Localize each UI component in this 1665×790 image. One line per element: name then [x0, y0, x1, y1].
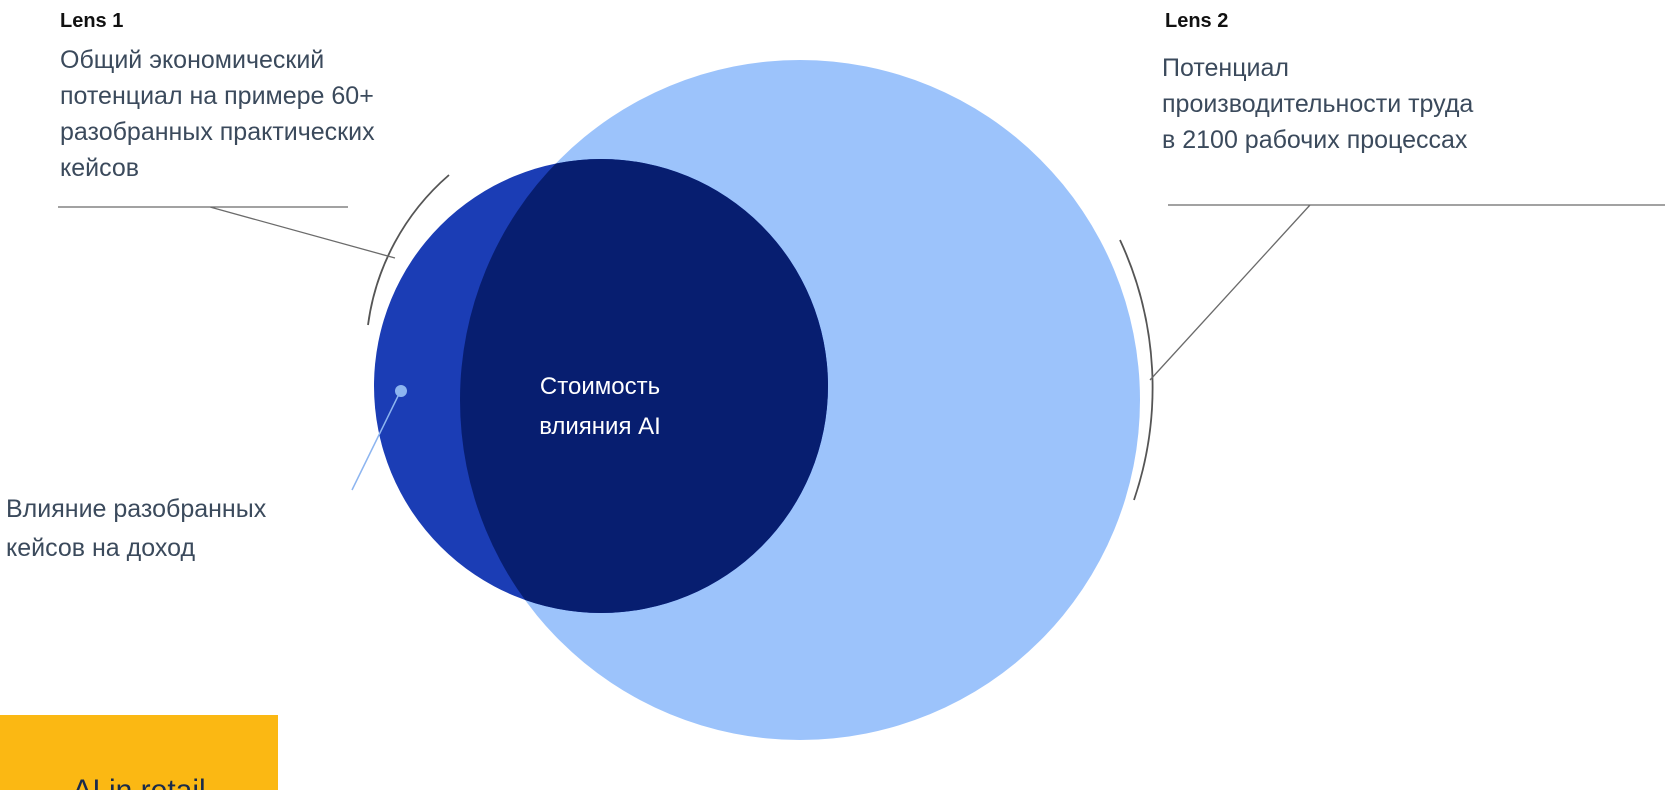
text-line: кейсов — [60, 154, 139, 182]
text-line: потенциал на примере 60+ — [60, 82, 374, 110]
text-line: Стоимость — [540, 373, 660, 400]
overlap — [460, 159, 828, 613]
text-line: в 2100 рабочих процессах — [1162, 126, 1468, 154]
badge-label: AI in retail — [72, 774, 205, 790]
text-line: влияния AI — [539, 413, 661, 440]
text-line: кейсов на доход — [6, 534, 195, 562]
lens2-title: Lens 2 — [1165, 10, 1228, 32]
center-text: Стоимость влияния AI — [539, 373, 661, 440]
lens1-title: Lens 1 — [60, 10, 123, 32]
annotation-text: Влияние разобранных кейсов на доход — [6, 495, 267, 562]
lens2-leader — [1149, 204, 1665, 381]
text-line: разобранных практических — [60, 118, 375, 146]
lens1-text: Общий экономический потенциал на примере … — [60, 46, 375, 182]
lens1-arc — [367, 174, 450, 326]
annotation-leader — [351, 391, 401, 491]
dot — [395, 385, 407, 397]
text-line: Потенциал — [1162, 54, 1289, 82]
lens2-arc — [1119, 239, 1154, 501]
badge — [0, 715, 278, 790]
lens2-text: Потенциал производительности труда в 2100 … — [1162, 54, 1473, 154]
text-line: Общий экономический — [60, 46, 324, 74]
lens1-leader — [58, 206, 396, 259]
text-line: производительности труда — [1162, 90, 1473, 118]
text-line: Влияние разобранных — [6, 495, 267, 523]
